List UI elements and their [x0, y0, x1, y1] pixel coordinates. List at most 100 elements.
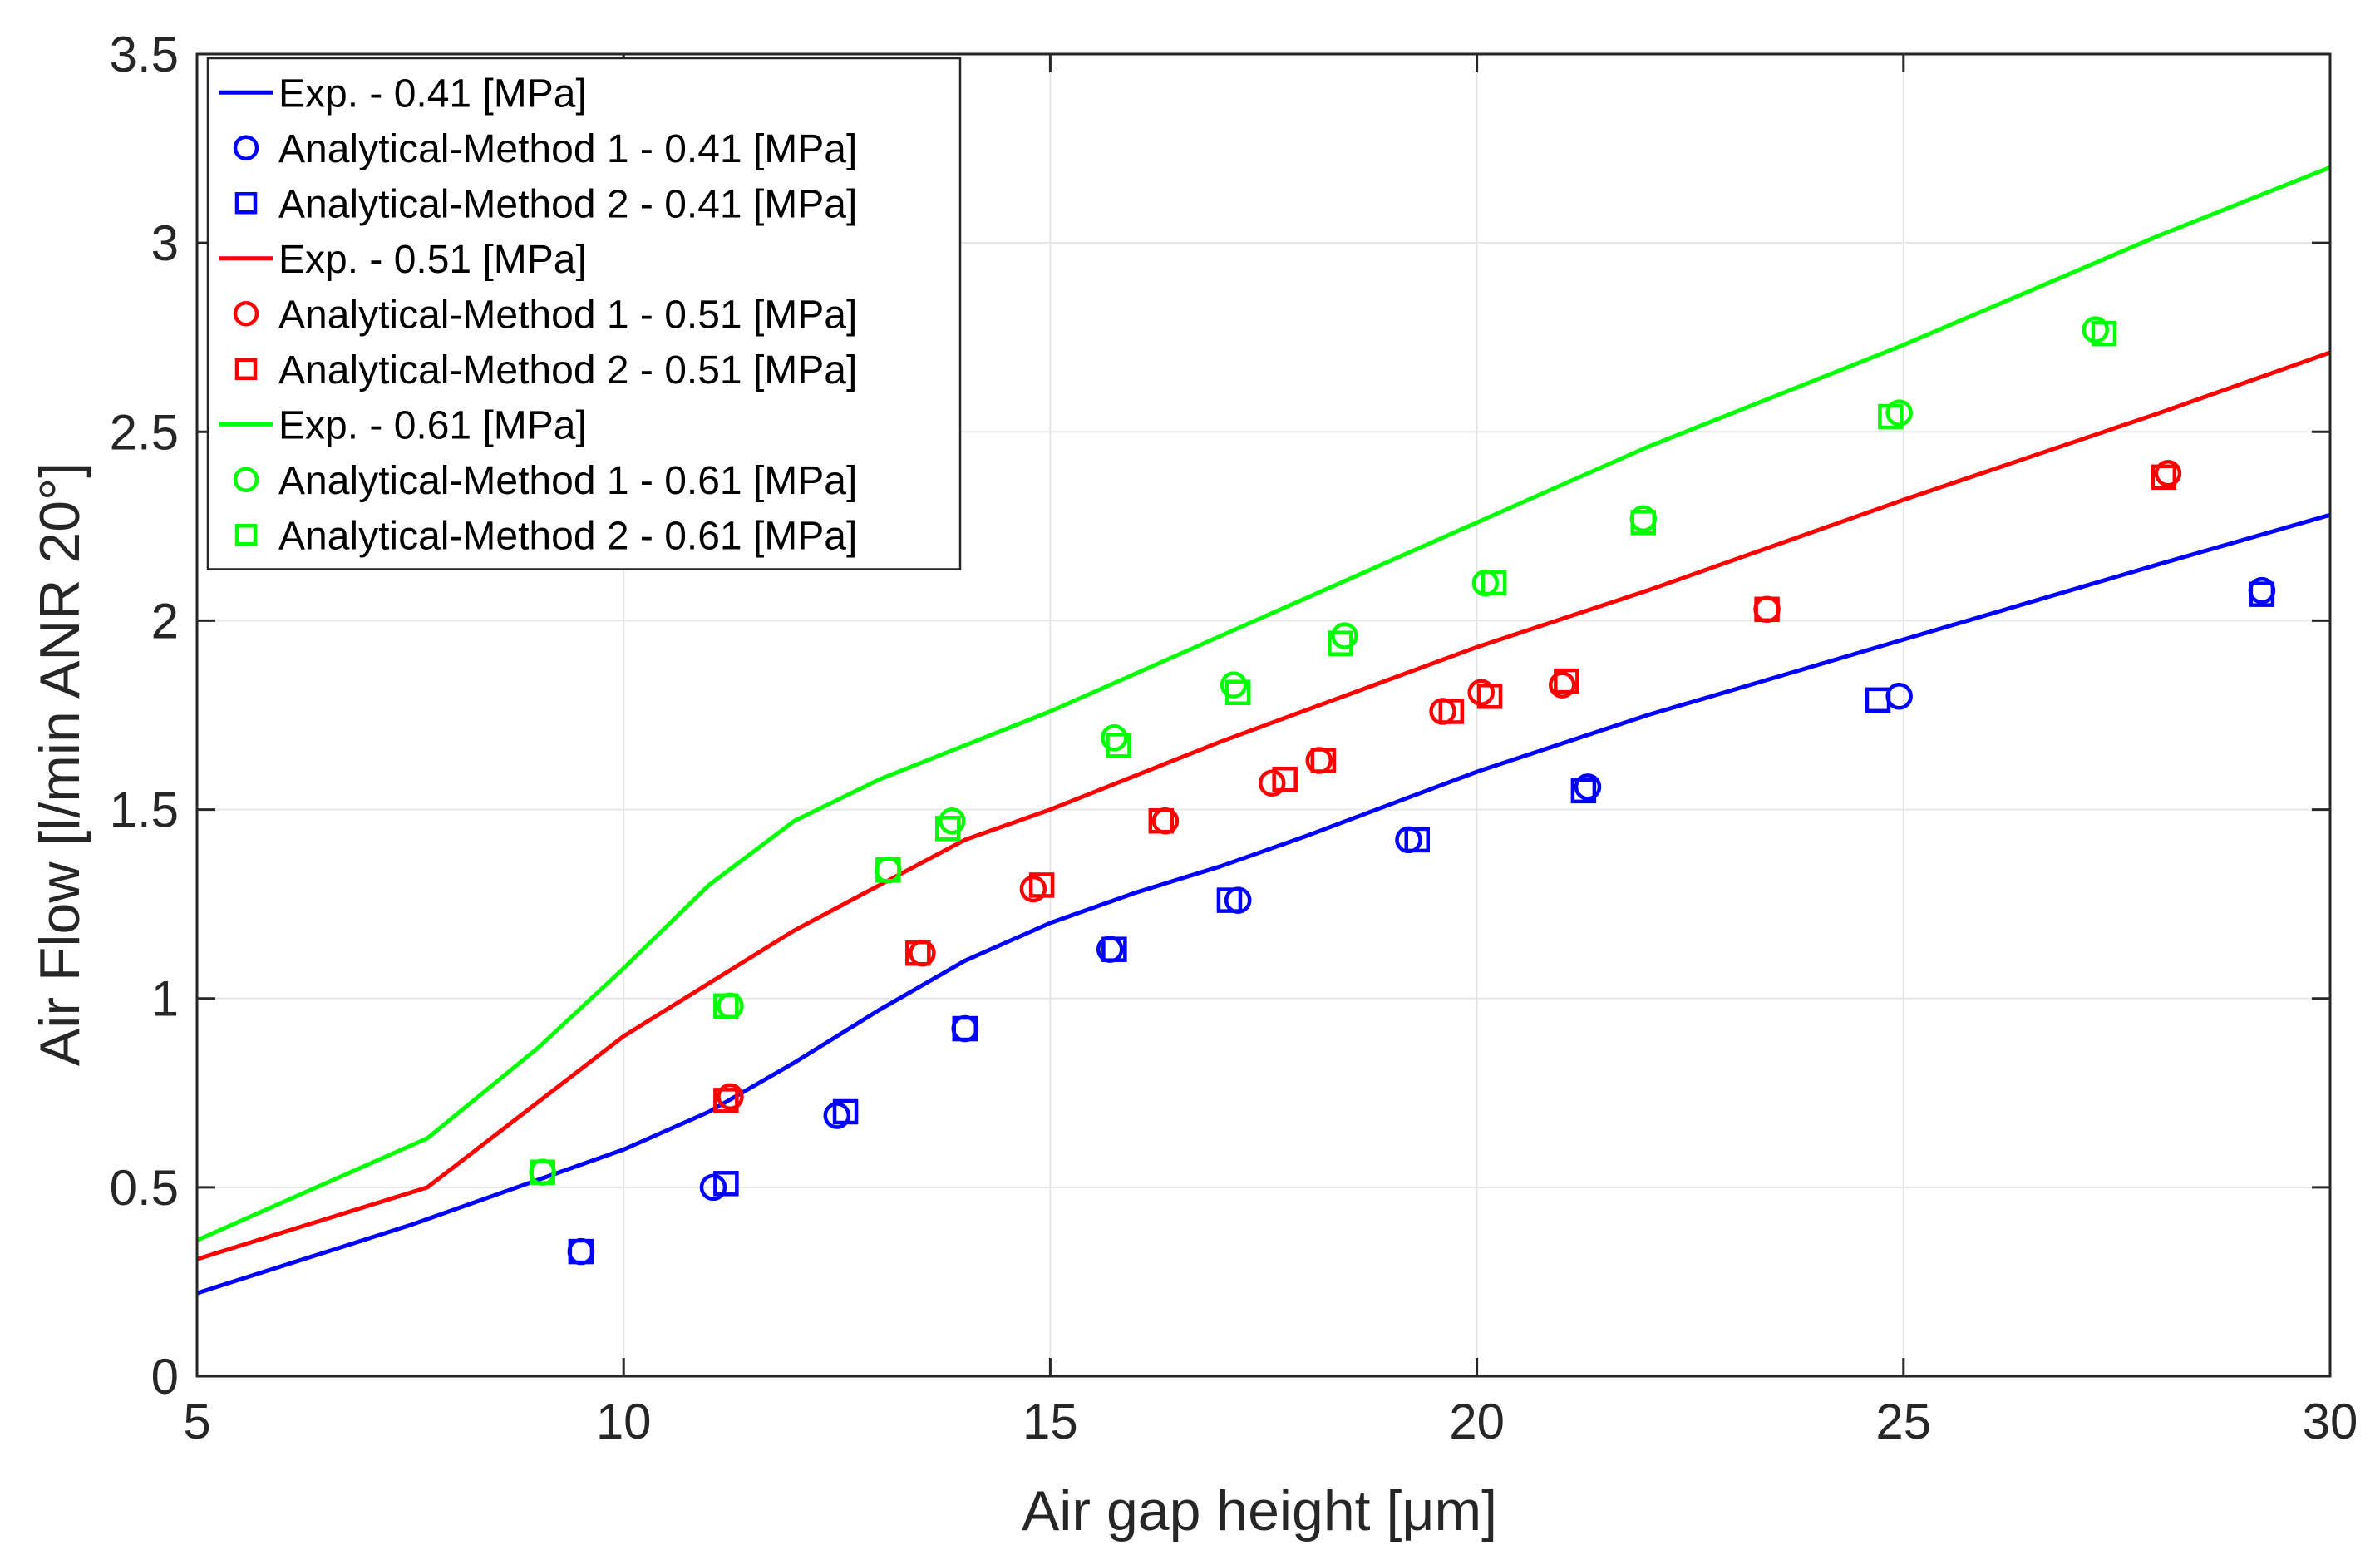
data-point-circle — [1101, 724, 1128, 752]
legend-square-swatch — [234, 192, 258, 215]
legend-label: Analytical-Method 1 - 0.51 [MPa] — [278, 293, 857, 337]
y-tick-label: 1 — [151, 971, 179, 1027]
x-tick-label: 15 — [1022, 1394, 1078, 1449]
legend-entry: Analytical-Method 2 - 0.61 [MPa] — [234, 514, 857, 558]
data-point-square — [875, 857, 901, 883]
data-point-circle — [823, 1102, 851, 1129]
legend-label: Exp. - 0.51 [MPa] — [278, 238, 587, 282]
data-point-square — [1754, 596, 1780, 623]
legend-entry: Analytical-Method 2 - 0.51 [MPa] — [234, 348, 857, 392]
x-tick-label: 20 — [1449, 1394, 1505, 1449]
axes — [195, 52, 2332, 1378]
data-point-circle — [939, 807, 966, 835]
data-point-circle — [1331, 622, 1358, 649]
y-tick-label: 2.5 — [110, 404, 179, 460]
data-point-circle — [1548, 671, 1576, 699]
y-tick-label: 0.5 — [110, 1160, 179, 1216]
legend-label: Analytical-Method 2 - 0.41 [MPa] — [278, 182, 857, 226]
data-point-square — [1310, 748, 1337, 773]
legend-label: Exp. - 0.61 [MPa] — [278, 403, 587, 447]
x-axis-label: Air gap height [μm] — [1022, 1479, 1497, 1543]
data-point-square — [1101, 936, 1127, 962]
data-point-square — [934, 816, 961, 842]
y-tick-label: 2 — [151, 593, 179, 649]
data-point-square — [568, 1238, 594, 1265]
legend-entry: Analytical-Method 1 - 0.51 [MPa] — [233, 293, 857, 337]
legend-circle-swatch — [233, 135, 259, 160]
data-point-square — [1224, 679, 1251, 705]
data-point-circle — [1019, 875, 1047, 903]
data-point-square — [1328, 630, 1353, 656]
series-2 — [568, 581, 2275, 1265]
series-0 — [196, 512, 2331, 1296]
data-point-circle — [2082, 316, 2109, 343]
data-point-square — [1106, 733, 1131, 758]
legend-entry: Analytical-Method 1 - 0.61 [MPa] — [233, 459, 857, 503]
legend-circle-swatch — [233, 467, 259, 492]
data-point-circle — [1574, 773, 1602, 801]
data-point-square — [713, 1088, 739, 1113]
x-tick-label: 5 — [183, 1394, 210, 1449]
legend-circle-swatch — [233, 301, 259, 327]
series-5 — [713, 464, 2177, 1113]
legend-entry: Exp. - 0.61 [MPa] — [219, 403, 587, 447]
data-point-square — [1216, 887, 1243, 913]
legend-label: Analytical-Method 1 - 0.61 [MPa] — [278, 459, 857, 503]
series-6 — [195, 165, 2331, 1242]
data-point-square — [2249, 581, 2275, 607]
data-point-square — [1438, 699, 1465, 724]
legend-square-swatch — [234, 524, 258, 546]
legend-entry: Exp. - 0.51 [MPa] — [219, 238, 587, 282]
series-line — [195, 165, 2331, 1242]
tick-labels: 5 10 15 20 25 30 0 0.5 1 1.5 2 2.5 3 3.5 — [110, 27, 2358, 1449]
data-point-circle — [1259, 769, 1286, 797]
data-point-square — [952, 1015, 978, 1042]
data-point-square — [1570, 778, 1597, 804]
y-tick-label: 3 — [151, 215, 179, 271]
y-tick-label: 3.5 — [110, 27, 179, 82]
legend-entry: Analytical-Method 1 - 0.41 [MPa] — [233, 127, 857, 171]
series-line — [196, 350, 2331, 1261]
data-point-square — [905, 940, 931, 966]
x-tick-label: 30 — [2303, 1394, 2358, 1449]
data-point-circle — [699, 1173, 727, 1202]
data-point-square — [713, 1171, 739, 1197]
legend-entry: Analytical-Method 2 - 0.41 [MPa] — [234, 182, 857, 226]
data-point-square — [1028, 872, 1055, 898]
data-point-circle — [1467, 679, 1495, 706]
y-tick-label: 1.5 — [110, 782, 179, 838]
x-tick-label: 10 — [596, 1394, 652, 1449]
data-point-square — [832, 1098, 859, 1125]
data-point-square — [1481, 570, 1507, 596]
data-point-square — [1404, 827, 1431, 853]
data-point-circle — [2154, 460, 2182, 487]
series-line — [196, 512, 2331, 1296]
data-point-square — [2091, 320, 2117, 347]
legend-label: Analytical-Method 2 - 0.61 [MPa] — [278, 514, 857, 558]
data-point-square — [713, 993, 739, 1019]
legend-label: Analytical-Method 1 - 0.41 [MPa] — [278, 127, 857, 171]
legend-label: Exp. - 0.41 [MPa] — [278, 72, 587, 116]
legend-label: Analytical-Method 2 - 0.51 [MPa] — [278, 348, 857, 392]
legend-entry: Exp. - 0.41 [MPa] — [219, 72, 587, 116]
data-point-square — [1554, 668, 1579, 694]
data-point-circle — [1220, 671, 1248, 699]
legend-box — [206, 57, 962, 570]
plot-frame — [195, 52, 2332, 1378]
data-point-square — [1148, 807, 1175, 834]
data-point-square — [1272, 766, 1298, 792]
series-3 — [196, 350, 2331, 1261]
data-point-square — [1630, 510, 1656, 536]
x-tick-label: 25 — [1875, 1394, 1931, 1449]
data-point-square — [1865, 687, 1891, 713]
y-tick-label: 0 — [151, 1349, 179, 1404]
data-point-square — [1878, 403, 1904, 430]
legend-square-swatch — [234, 358, 258, 380]
data-point-square — [2151, 464, 2177, 491]
data-point-square — [530, 1159, 555, 1185]
data-point-circle — [717, 1083, 744, 1111]
data-point-circle — [1885, 399, 1913, 427]
series-8 — [530, 320, 2117, 1185]
legend: Exp. - 0.41 [MPa] Analytical-Method 1 - 0… — [206, 57, 962, 570]
